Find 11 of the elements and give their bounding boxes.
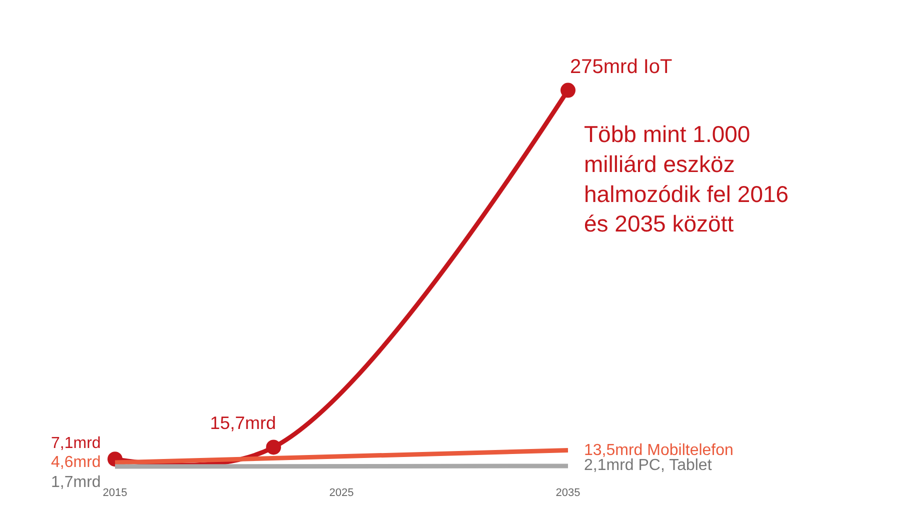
text: Több mint 1.000 milliárd eszköz halmozódik fel 2016 és 2035 között	[584, 121, 789, 237]
data-label: 1,7mrd	[51, 474, 101, 491]
data-label: 7,1mrd	[51, 435, 101, 452]
data-label: 15,7mrd	[210, 413, 276, 433]
text: 275mrd IoT	[570, 56, 672, 78]
x-tick-label: 2015	[102, 487, 128, 499]
data-label: 4,6mrd	[51, 454, 101, 471]
x-tick-label: 2025	[329, 487, 354, 499]
text: 13,5mrd Mobiltelefon	[584, 442, 734, 459]
x-tick-label: 2035	[556, 487, 580, 499]
text: 2,1mrd PC, Tablet	[584, 457, 712, 474]
